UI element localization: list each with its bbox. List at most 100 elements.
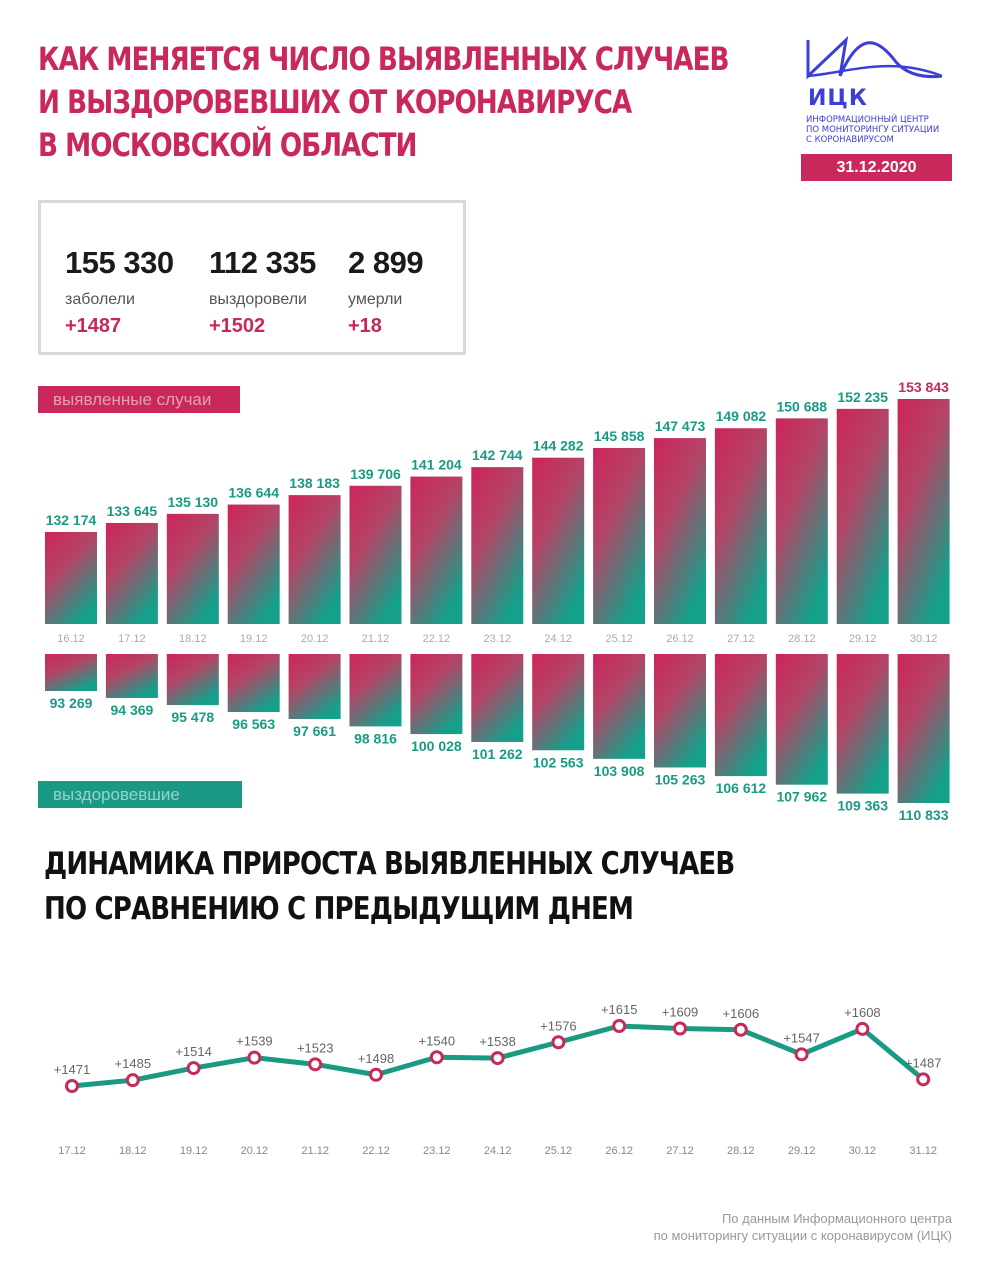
growth-point bbox=[794, 1047, 809, 1062]
stat-value: 2 899 bbox=[348, 245, 424, 280]
date-tick-label: 23.12 bbox=[484, 633, 512, 645]
growth-value-label: +1523 bbox=[297, 1040, 334, 1055]
growth-date-label: 23.12 bbox=[423, 1145, 451, 1157]
growth-date-label: 26.12 bbox=[605, 1145, 633, 1157]
logo-abbr: ИЦК bbox=[808, 86, 868, 111]
growth-value-label: +1514 bbox=[175, 1044, 212, 1059]
recovered-bar bbox=[471, 654, 524, 742]
cases-bar bbox=[45, 532, 97, 624]
cases-value-label: 150 688 bbox=[776, 398, 827, 414]
growth-point bbox=[429, 1050, 444, 1065]
stat-recovered: 112 335 выздоровели +1502 bbox=[209, 245, 316, 338]
stat-delta: +1487 bbox=[65, 315, 122, 337]
cases-value-label: 152 235 bbox=[837, 389, 888, 405]
recovered-bar bbox=[410, 654, 463, 735]
cases-bar bbox=[105, 522, 158, 624]
logo-sub-line: с коронавирусом bbox=[806, 135, 894, 145]
cases-value-label: 149 082 bbox=[716, 408, 767, 424]
logo-wave-icon bbox=[806, 35, 943, 80]
growth-value-label: +1608 bbox=[844, 1005, 881, 1020]
cases-value-label: 147 473 bbox=[655, 418, 706, 434]
date-tick-label: 17.12 bbox=[118, 633, 146, 645]
cases-bar bbox=[227, 504, 280, 624]
cases-value-label: 141 204 bbox=[411, 457, 462, 473]
cases-value-label: 145 858 bbox=[594, 428, 645, 444]
growth-point bbox=[65, 1079, 79, 1093]
cases-value-label: 136 644 bbox=[228, 485, 279, 501]
stat-value: 112 335 bbox=[209, 245, 316, 280]
growth-point bbox=[308, 1057, 323, 1072]
recovered-value-label: 98 816 bbox=[354, 730, 397, 746]
growth-value-label: +1576 bbox=[540, 1018, 577, 1033]
date-tick-label: 27.12 bbox=[727, 633, 755, 645]
logo: ИЦК bbox=[800, 35, 960, 111]
recovered-value-label: 100 028 bbox=[411, 738, 462, 754]
growth-value-label: +1487 bbox=[905, 1055, 942, 1070]
stat-delta: +18 bbox=[348, 315, 382, 337]
recovered-value-label: 106 612 bbox=[716, 780, 767, 796]
date-badge: 31.12.2020 bbox=[801, 154, 952, 181]
growth-value-label: +1538 bbox=[479, 1034, 516, 1049]
recovered-value-label: 105 263 bbox=[655, 771, 706, 787]
date-tick-label: 29.12 bbox=[849, 633, 877, 645]
growth-value-label: +1547 bbox=[783, 1030, 820, 1045]
date-tick-label: 24.12 bbox=[544, 633, 572, 645]
cases-value-label: 133 645 bbox=[107, 503, 158, 519]
recovered-bar bbox=[654, 654, 706, 768]
cases-bar bbox=[836, 408, 889, 624]
dynamics-title-line: ДИНАМИКА ПРИРОСТА ВЫЯВЛЕННЫХ СЛУЧАЕВ bbox=[44, 846, 735, 882]
recovered-bar bbox=[45, 654, 97, 691]
recovered-value-label: 102 563 bbox=[533, 754, 584, 770]
cases-series-label: выявленные случаи bbox=[38, 386, 240, 413]
date-tick-label: 18.12 bbox=[179, 633, 207, 645]
growth-date-label: 22.12 bbox=[362, 1145, 390, 1157]
growth-date-label: 28.12 bbox=[727, 1145, 755, 1157]
recovered-value-label: 97 661 bbox=[293, 723, 336, 739]
cases-bar bbox=[166, 513, 219, 624]
source-line: по мониторингу ситуации с коронавирусом … bbox=[653, 1228, 952, 1243]
cases-value-label: 153 843 bbox=[898, 379, 949, 395]
stat-label: выздоровели bbox=[209, 291, 307, 308]
cases-bar bbox=[897, 399, 950, 624]
growth-point bbox=[125, 1073, 140, 1088]
growth-date-label: 31.12 bbox=[909, 1145, 937, 1157]
cases-value-label: 132 174 bbox=[46, 512, 97, 528]
cases-bar bbox=[288, 495, 341, 624]
growth-value-label: +1498 bbox=[358, 1051, 395, 1066]
cases-bar bbox=[410, 476, 463, 624]
growth-date-label: 19.12 bbox=[180, 1145, 208, 1157]
source-note: По данным Информационного центра по мони… bbox=[654, 1210, 952, 1244]
stats-box: 155 330 заболели +1487 112 335 выздорове… bbox=[38, 200, 466, 355]
logo-sub-line: по мониторингу ситуации bbox=[806, 125, 940, 135]
date-tick-label: 25.12 bbox=[605, 633, 633, 645]
growth-point bbox=[733, 1022, 748, 1037]
growth-point bbox=[673, 1021, 687, 1036]
recovered-bar bbox=[775, 654, 828, 785]
growth-date-label: 17.12 bbox=[58, 1145, 86, 1157]
recovered-bar bbox=[166, 654, 219, 706]
growth-date-label: 25.12 bbox=[545, 1145, 573, 1157]
recovered-bar bbox=[532, 654, 585, 751]
cases-bar bbox=[471, 467, 524, 624]
logo-subtitle: Информационный центр по мониторингу ситу… bbox=[806, 115, 976, 145]
growth-value-label: +1606 bbox=[723, 1006, 760, 1021]
growth-date-label: 20.12 bbox=[241, 1145, 269, 1157]
recovered-bar bbox=[288, 654, 341, 720]
growth-value-label: +1609 bbox=[662, 1005, 699, 1020]
date-tick-label: 28.12 bbox=[788, 633, 816, 645]
recovered-bar bbox=[227, 654, 280, 713]
growth-value-label: +1540 bbox=[419, 1033, 456, 1048]
growth-date-label: 21.12 bbox=[301, 1145, 329, 1157]
growth-value-label: +1539 bbox=[236, 1034, 273, 1049]
growth-point bbox=[551, 1035, 566, 1050]
date-tick-label: 19.12 bbox=[240, 633, 268, 645]
growth-value-label: +1485 bbox=[115, 1056, 152, 1071]
recovered-value-label: 109 363 bbox=[837, 798, 888, 814]
growth-date-label: 24.12 bbox=[484, 1145, 512, 1157]
growth-point bbox=[369, 1067, 383, 1082]
cases-bar bbox=[654, 438, 706, 624]
title-line: И ВЫЗДОРОВЕВШИХ ОТ КОРОНАВИРУСА bbox=[38, 83, 632, 121]
date-tick-label: 26.12 bbox=[666, 633, 694, 645]
cases-value-label: 138 183 bbox=[289, 475, 340, 491]
